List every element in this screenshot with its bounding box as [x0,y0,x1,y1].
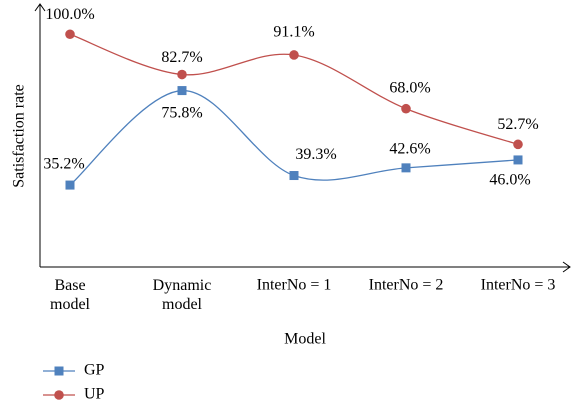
data-label: 91.1% [273,24,314,41]
x-axis-arrow [562,261,571,273]
data-label: 75.8% [161,104,202,121]
legend-label: UP [84,386,105,403]
marker [65,29,75,40]
marker [177,69,187,80]
x-tick-label: Base model [50,277,91,313]
data-label: 46.0% [489,172,530,189]
data-label: 42.6% [389,141,430,158]
legend-label: GP [84,362,105,379]
y-axis-arrow [34,3,46,12]
legend-marker [54,366,64,376]
x-tick-label: Dynamic model [153,277,212,313]
data-label: 39.3% [295,146,336,163]
x-tick-label: InterNo = 2 [369,277,444,294]
marker [401,163,411,173]
marker [289,171,299,181]
marker [513,139,523,150]
marker [65,180,75,190]
x-axis-title: Model [284,331,326,348]
x-tick-label: InterNo = 3 [481,277,556,294]
marker [401,103,411,114]
data-label: 52.7% [497,116,538,133]
y-axis-title: Satisfaction rate [11,84,28,188]
data-label: 82.7% [161,49,202,66]
marker [177,86,187,96]
marker [289,50,299,60]
data-label: 100.0% [45,6,94,23]
series-line [69,89,519,186]
marker [513,155,523,165]
data-label: 35.2% [43,156,84,173]
x-tick-label: InterNo = 1 [257,277,332,294]
data-label: 68.0% [389,79,430,96]
legend-marker [54,390,64,400]
